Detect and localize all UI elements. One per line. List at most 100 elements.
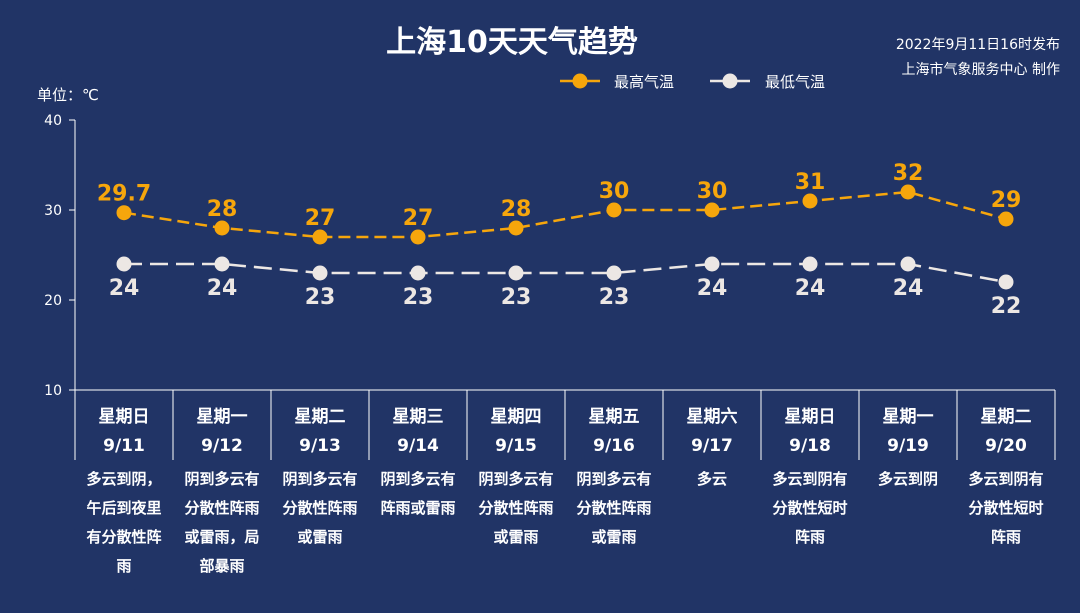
weather-description-line: 阵雨 [795, 528, 825, 546]
low-temp-label: 24 [795, 276, 826, 301]
weather-description-line: 或雷雨 [591, 528, 636, 546]
date-label: 9/19 [887, 436, 929, 456]
low-temp-label: 24 [893, 276, 924, 301]
day-table: 星期日 9/11 多云到阴， 午后到夜里有分散性阵雨 星期一 9/12 阴到多云有分散性阵雨… [74, 390, 1056, 575]
low-temp-point [704, 256, 720, 272]
weekday-label: 星期六 [687, 406, 738, 427]
weekday-label: 星期五 [589, 407, 640, 427]
publish-time: 2022年9月11日16时发布 [896, 37, 1060, 53]
y-tick-label: 40 [44, 113, 62, 129]
weather-description-line: 阴到多云有 [576, 470, 651, 488]
weather-description: 多云到阴有分散性短时阵雨 [968, 470, 1043, 546]
weather-description-line: 分散性阵雨 [184, 499, 259, 517]
high-temp-point [900, 184, 916, 200]
weekday-label: 星期二 [981, 407, 1032, 427]
high-temp-label: 27 [403, 206, 434, 231]
date-label: 9/20 [985, 436, 1027, 456]
weekday-label: 星期日 [785, 407, 836, 427]
weather-description-line: 多云到阴有 [968, 470, 1043, 488]
high-temp-label: 30 [599, 179, 630, 204]
weather-description-line: 或雷雨 [297, 528, 342, 546]
weekday-label: 星期一 [197, 407, 248, 427]
high-temp-label: 31 [795, 170, 826, 195]
low-temp-line [124, 262, 1007, 284]
date-label: 9/16 [593, 436, 635, 456]
date-label: 9/12 [201, 436, 243, 456]
low-temp-point [508, 265, 524, 281]
weather-description-line: 分散性阵雨 [282, 499, 357, 517]
high-temp-point [508, 220, 524, 236]
legend-low-marker [722, 73, 738, 89]
low-temp-point [606, 265, 622, 281]
high-temp-label: 32 [893, 161, 924, 186]
high-temp-point [312, 229, 328, 245]
weekday-label: 星期四 [491, 407, 542, 427]
weather-description: 阴到多云有阵雨或雷雨 [380, 470, 455, 517]
axes: 10 20 30 40 [44, 113, 1055, 399]
high-temp-point [606, 202, 622, 218]
low-temp-label: 23 [501, 285, 532, 310]
low-temp-point [802, 256, 818, 272]
weather-description-line: 午后到夜里 [86, 499, 161, 517]
weather-description: 阴到多云有分散性阵雨或雷雨 [576, 470, 651, 546]
high-temp-point [802, 193, 818, 209]
unit-label: 单位：℃ [37, 86, 99, 104]
weather-description-line: 分散性短时 [968, 499, 1043, 517]
weather-description: 阴到多云有分散性阵雨或雷雨 [282, 470, 357, 546]
weather-description: 阴到多云有分散性阵雨或雷雨，局部暴雨 [184, 470, 259, 575]
low-temp-point [116, 256, 132, 272]
weekday-label: 星期三 [393, 407, 444, 427]
weather-description-line: 阴到多云有 [184, 470, 259, 488]
legend: 最高气温 最低气温 [560, 73, 825, 91]
high-temp-line [123, 190, 1007, 239]
high-temp-point [410, 229, 426, 245]
low-temp-point [900, 256, 916, 272]
weather-description-line: 多云 [697, 470, 727, 488]
date-label: 9/15 [495, 436, 537, 456]
weather-description-line: 部暴雨 [199, 557, 244, 575]
weather-description-line: 阴到多云有 [478, 470, 553, 488]
weather-description-line: 或雷雨，局 [184, 528, 259, 546]
low-temp-label: 24 [109, 276, 140, 301]
high-temp-label: 30 [697, 179, 728, 204]
low-temp-label: 22 [991, 294, 1022, 319]
weather-description-line: 有分散性阵 [86, 528, 161, 546]
weekday-label: 星期日 [99, 407, 150, 427]
weather-description-line: 阵雨 [991, 528, 1021, 546]
weather-description: 多云到阴有分散性短时阵雨 [772, 470, 847, 546]
weather-description: 多云 [697, 470, 727, 488]
weather-description-line: 雨 [116, 557, 131, 575]
high-temp-point [704, 202, 720, 218]
weather-description-line: 分散性短时 [772, 499, 847, 517]
high-temp-point [998, 211, 1014, 227]
legend-high-label: 最高气温 [614, 73, 674, 91]
date-label: 9/11 [103, 436, 145, 456]
low-temp-label: 24 [207, 276, 238, 301]
high-temp-label: 27 [305, 206, 336, 231]
high-temp-label: 28 [207, 197, 238, 222]
low-temp-point [312, 265, 328, 281]
low-temp-label: 24 [697, 276, 728, 301]
publisher: 上海市气象服务中心 制作 [902, 61, 1060, 78]
weather-description-line: 阵雨或雷雨 [380, 499, 455, 517]
y-tick-label: 10 [44, 383, 62, 399]
low-temp-label: 23 [599, 285, 630, 310]
weather-description-line: 分散性阵雨 [478, 499, 553, 517]
weekday-label: 星期一 [883, 407, 934, 427]
high-temp-label: 29.7 [97, 182, 151, 207]
legend-high-marker [572, 73, 588, 89]
chart-title: 上海10天天气趋势 [386, 25, 638, 60]
low-temp-label: 23 [305, 285, 336, 310]
weather-description-line: 多云到阴有 [772, 470, 847, 488]
high-temp-label: 28 [501, 197, 532, 222]
high-temp-point [214, 220, 230, 236]
weather-description-line: 分散性阵雨 [576, 499, 651, 517]
high-temp-point [116, 205, 132, 221]
date-label: 9/17 [691, 436, 733, 456]
y-tick-label: 20 [44, 293, 62, 309]
date-label: 9/18 [789, 436, 831, 456]
low-temp-point [214, 256, 230, 272]
weather-description: 阴到多云有分散性阵雨或雷雨 [478, 470, 553, 546]
weather-description-line: 多云到阴， [86, 470, 161, 488]
y-tick-label: 30 [44, 203, 62, 219]
